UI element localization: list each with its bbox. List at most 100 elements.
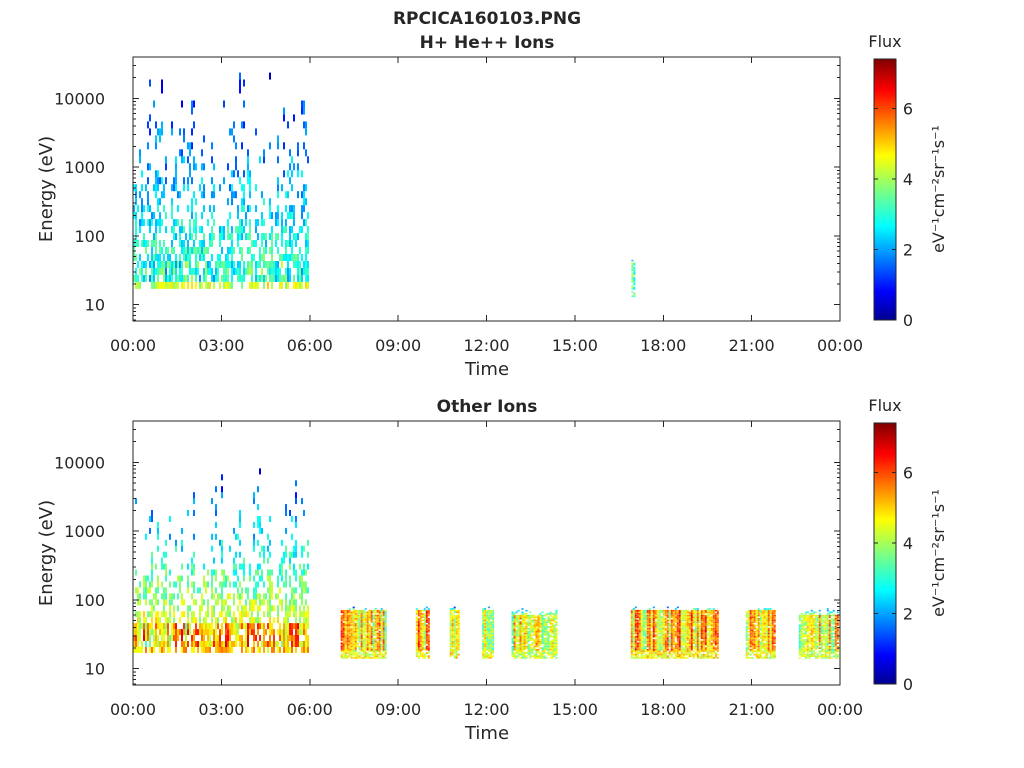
flux-cell [358,634,361,636]
flux-cell [650,631,653,633]
flux-cell [161,247,163,254]
flux-cell [231,184,233,192]
flux-cell [187,254,189,261]
flux-cell [342,657,345,659]
flux-cell [541,627,544,630]
flux-cell [287,170,289,178]
flux-cell [644,629,647,631]
flux-cell [642,639,645,641]
flux-cell [147,191,149,199]
flux-cell [419,618,422,620]
flux-cell [654,621,657,623]
flux-cell [537,650,540,653]
flux-cell [207,611,209,618]
flux-cell [700,634,703,636]
flux-cell [161,646,163,653]
flux-cell [759,657,762,659]
flux-cell [449,648,452,651]
flux-cell [555,645,558,648]
flux-cell [482,645,485,648]
flux-cell [165,247,167,254]
flux-cell [515,626,518,628]
flux-cell [753,632,756,635]
flux-cell [686,613,689,615]
flux-cell [636,645,639,648]
flux-cell [759,650,762,653]
flux-cell [710,639,713,641]
flux-cell [364,618,367,620]
flux-cell [482,632,485,635]
flux-cell [710,652,713,654]
flux-cell [207,623,209,630]
flux-cell [279,274,281,282]
flux-cell [307,274,309,282]
flux-cell [676,640,679,643]
flux-cell [630,616,633,618]
flux-cell [141,170,143,178]
flux-cell [490,632,493,635]
flux-cell [632,634,635,636]
flux-cell [155,563,157,570]
flux-cell [650,613,653,615]
flux-cell [291,226,293,234]
flux-cell [747,611,750,614]
flux-cell [209,635,211,641]
flux-cell [660,631,663,633]
flux-cell [133,254,135,261]
flux-cell [553,631,556,633]
flux-cell [755,619,758,622]
flux-cell [488,624,491,627]
flux-cell [368,624,371,627]
flux-cell [755,634,758,636]
flux-cell [285,274,287,282]
flux-cell [213,635,215,641]
flux-cell [346,632,349,635]
flux-cell [668,613,671,615]
flux-cell [648,650,651,653]
flux-cell [694,637,697,640]
flux-cell [513,653,516,656]
flux-cell [712,626,715,628]
flux-cell [187,563,189,570]
flux-cell [191,233,193,241]
flux-cell [682,627,685,630]
flux-cell [255,599,257,606]
flux-cell [646,644,649,646]
flux-cell [543,645,546,648]
flux-cell [684,621,687,623]
flux-cell [694,609,697,612]
flux-cell [761,634,764,636]
flux-cell [451,627,454,630]
flux-cell [425,611,428,614]
flux-cell [191,198,193,206]
flux-cell [636,644,639,646]
flux-cell [173,629,175,636]
flux-cell [710,650,713,653]
flux-cell [281,240,283,247]
flux-cell [275,641,277,647]
flux-cell [348,635,351,638]
flux-cell [181,226,183,234]
flux-cell [207,281,209,289]
flux-cell [759,616,762,618]
flux-cell [515,624,518,627]
flux-cell [640,618,643,620]
flux-cell [658,635,661,638]
flux-cell [666,634,669,636]
flux-cell [171,629,173,636]
flux-cell [352,635,355,638]
flux-cell [672,650,675,653]
flux-cell [219,226,221,234]
flux-cell [213,219,215,227]
flux-cell [380,616,383,618]
flux-cell [145,617,147,624]
flux-cell [486,619,489,622]
flux-cell [484,618,487,620]
flux-cell [543,642,546,644]
flux-cell [175,581,177,588]
flux-cell [293,545,295,552]
flux-cell [515,657,518,659]
flux-cell [531,639,534,641]
flux-cell [484,611,487,614]
flux-cell [457,618,460,620]
